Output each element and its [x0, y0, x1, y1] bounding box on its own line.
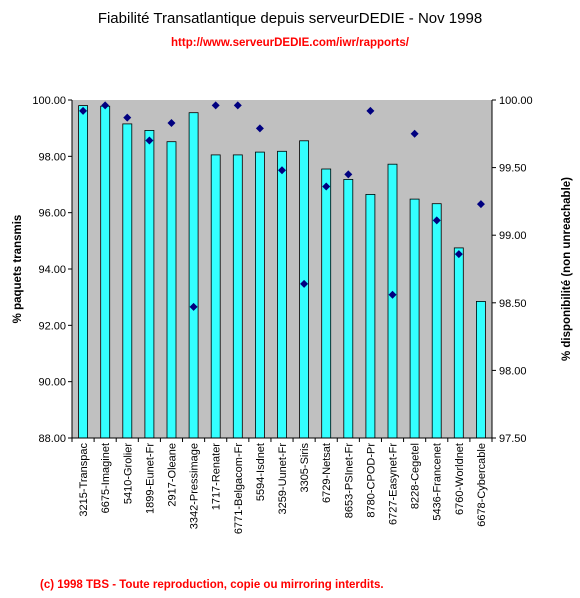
x-tick-label-6760-worldnet: 6760-Worldnet — [454, 443, 466, 515]
marker-6727-easynet-fr — [388, 290, 397, 299]
x-tick-label-2917-oleane: 2917-Oleane — [166, 443, 178, 507]
left-tick-label: 94.00 — [38, 264, 66, 276]
bar-5410-grolier — [122, 123, 133, 439]
bar-6760-worldnet — [453, 247, 464, 439]
right-tick-label: 98.00 — [499, 365, 527, 377]
bar-5594-isdnet — [254, 151, 265, 439]
right-tick-label: 98.50 — [499, 298, 527, 310]
chart-title: Fiabilité Transatlantique depuis serveur… — [97, 10, 483, 27]
x-tick-label-8780-cpod-pr: 8780-CPOD-Pr — [365, 443, 377, 518]
bar-2917-oleane — [166, 141, 177, 439]
x-axis-tick-labels: 3215-Transpac 6675-Imaginet 5410-Grolier 18… — [78, 443, 488, 535]
marker-3342-pressimage — [189, 302, 198, 311]
marker-6760-worldnet — [454, 250, 463, 259]
right-tick-label: 100.00 — [499, 95, 533, 107]
x-tick-label-3342-pressimage: 3342-Pressimage — [189, 443, 201, 529]
marker-3259-uunet-fr — [278, 166, 286, 175]
bar-6727-easynet-fr — [387, 163, 398, 439]
x-tick-label-1717-renater: 1717-Renater — [211, 443, 223, 511]
marker-series — [79, 101, 485, 311]
bar-8653-psinet-fr — [343, 178, 354, 439]
marker-8228-cegetel — [410, 129, 419, 138]
marker-6771-belgacom-fr — [233, 101, 242, 110]
bar-6675-imaginet — [100, 105, 111, 439]
x-tick-label-6729-netsat: 6729-Netsat — [321, 443, 333, 503]
marker-6675-imaginet — [101, 101, 110, 110]
marker-1717-renater — [211, 101, 220, 110]
x-tick-label-3305-siris: 3305-Siris — [299, 443, 311, 493]
left-tick-label: 98.00 — [38, 151, 66, 163]
left-tick-label: 92.00 — [38, 320, 66, 332]
marker-5410-grolier — [123, 113, 132, 122]
x-tick-label-5410-grolier: 5410-Grolier — [122, 443, 134, 504]
x-tick-label-5436-francenet: 5436-Francenet — [432, 443, 444, 521]
left-tick-label: 96.00 — [38, 208, 66, 220]
x-tick-label-3215-transpac: 3215-Transpac — [78, 443, 90, 517]
bar-1899-eunet-fr — [144, 129, 155, 439]
x-tick-label-8653-psinet-fr: 8653-PSInet-Fr — [343, 443, 355, 519]
x-tick-label-1899-eunet-fr: 1899-Eunet-Fr — [144, 443, 156, 514]
marker-3305-siris — [300, 279, 309, 288]
marker-5436-francenet — [432, 216, 441, 225]
marker-6678-cybercable — [476, 200, 485, 209]
right-tick-label: 99.00 — [499, 230, 527, 242]
right-tick-label: 99.50 — [499, 163, 527, 175]
left-tick-label: 88.00 — [38, 433, 66, 445]
left-axis-tick-labels: 88.00 90.00 92.00 94.00 96.00 98.00 100.00 — [32, 95, 66, 445]
marker-6729-netsat — [322, 182, 331, 191]
x-tick-label-6678-cybercable: 6678-Cybercable — [476, 443, 488, 527]
right-tick-label: 97.50 — [499, 433, 527, 445]
marker-8653-psinet-fr — [344, 170, 353, 179]
bar-1717-renater — [210, 154, 221, 439]
bar-5436-francenet — [431, 203, 442, 439]
x-tick-label-3259-uunet-fr: 3259-Uunet-Fr — [277, 443, 289, 515]
bar-6678-cybercable — [475, 300, 486, 439]
marker-5594-isdnet — [255, 124, 264, 133]
left-tick-label: 90.00 — [38, 377, 66, 389]
x-tick-label-6675-imaginet: 6675-Imaginet — [100, 443, 112, 513]
marker-2917-oleane — [167, 118, 176, 127]
copyright-footer: (c) 1998 TBS - Toute reproduction, copie… — [40, 579, 384, 591]
bar-8228-cegetel — [409, 198, 420, 439]
y-axis-label-right: % disponibilité (non unreachable) — [561, 177, 573, 361]
bar-3215-transpac — [78, 105, 88, 439]
chart-subtitle-url[interactable]: http://www.serveurDEDIE.com/iwr/rapports… — [171, 37, 409, 49]
bar-3305-siris — [299, 140, 310, 439]
left-tick-label: 100.00 — [32, 95, 66, 107]
bar-3259-uunet-fr — [277, 150, 287, 439]
marker-3215-transpac — [79, 106, 88, 115]
x-tick-label-8228-cegetel: 8228-Cegetel — [410, 443, 422, 509]
bar-6729-netsat — [321, 168, 332, 439]
marker-8780-cpod-pr — [366, 106, 375, 115]
y-axis-label-left: % paquets transmis — [12, 215, 24, 324]
x-tick-label-5594-isdnet: 5594-Isdnet — [255, 443, 267, 501]
right-axis-tick-labels: 97.50 98.00 98.50 99.00 99.50 100.00 — [499, 95, 533, 445]
bar-8780-cpod-pr — [365, 193, 376, 439]
bar-3342-pressimage — [188, 112, 199, 439]
x-tick-label-6727-easynet-fr: 6727-Easynet-Fr — [388, 443, 400, 525]
marker-1899-eunet-fr — [145, 136, 154, 145]
bar-6771-belgacom-fr — [232, 154, 243, 439]
axes — [68, 99, 496, 442]
x-tick-label-6771-belgacom-fr: 6771-Belgacom-Fr — [233, 443, 245, 534]
